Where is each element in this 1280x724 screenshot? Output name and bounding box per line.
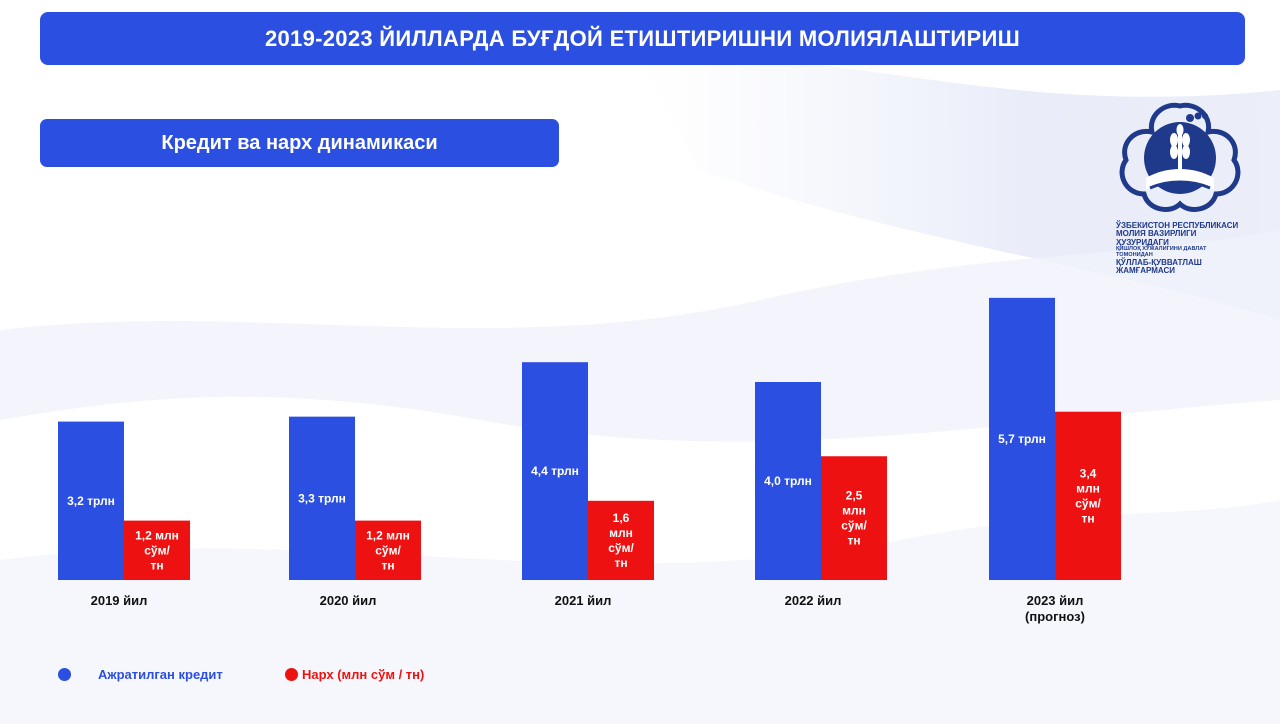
page-title: 2019-2023 ЙИЛЛАРДА БУҒДОЙ ЕТИШТИРИШНИ МО… — [40, 12, 1245, 65]
logo-line-1: ЎЗБЕКИСТОН РЕСПУБЛИКАСИ — [1116, 221, 1239, 230]
legend-label-credit: Ажратилган кредит — [98, 667, 223, 682]
emblem-icon — [1119, 102, 1241, 212]
logo-line-4: ҚЎЛЛАБ-ҚУВВАТЛАШ ЖАМҒАРМАСИ — [1116, 257, 1202, 276]
bar-price-3 — [821, 456, 887, 580]
fund-logo: ЎЗБЕКИСТОН РЕСПУБЛИКАСИ МОЛИЯ ВАЗИРЛИГИ … — [1110, 98, 1250, 278]
legend-item-credit: Ажратилган кредит — [58, 667, 223, 682]
legend-dot-credit — [58, 668, 71, 681]
data-label-price-2: 1,6 млн сўм/тн — [608, 511, 634, 570]
fund-name: ЎЗБЕКИСТОН РЕСПУБЛИКАСИ МОЛИЯ ВАЗИРЛИГИ … — [1116, 221, 1244, 276]
x-tick-label-1: 2020 йил — [320, 593, 377, 608]
x-tick-label-2: 2021 йил — [555, 593, 612, 608]
logo-line-2: МОЛИЯ ВАЗИРЛИГИ ҲУЗУРИДАГИ — [1116, 229, 1197, 247]
section-subtitle: Кредит ва нарх динамикаси — [40, 119, 559, 167]
bar-credit-1 — [289, 416, 355, 580]
data-label-credit-4: 5,7 трлн — [998, 432, 1046, 446]
bar-price-4 — [1055, 411, 1121, 580]
data-label-price-3: 2,5 млн сўм/тн — [841, 489, 867, 548]
bar-credit-0 — [58, 421, 124, 580]
bar-price-0 — [124, 520, 190, 580]
legend-dot-price — [285, 668, 298, 681]
data-label-price-0: 1,2 млн сўм/тн — [135, 528, 179, 572]
bar-credit-4 — [989, 297, 1055, 580]
data-label-credit-2: 4,4 трлн — [531, 464, 579, 478]
bar-price-1 — [355, 520, 421, 580]
legend-label-price: Нарх (млн сўм / тн) — [302, 667, 425, 682]
data-label-credit-3: 4,0 трлн — [764, 474, 812, 488]
bar-credit-2 — [522, 362, 588, 580]
bar-credit-3 — [755, 382, 821, 580]
x-tick-label-4: 2023 йил (прогноз) — [1025, 593, 1085, 624]
bar-price-2 — [588, 500, 654, 580]
x-tick-label-3: 2022 йил — [785, 593, 842, 608]
legend-item-price: Нарх (млн сўм / тн) — [285, 667, 424, 682]
data-label-price-1: 1,2 млн сўм/тн — [366, 528, 410, 572]
data-label-credit-1: 3,3 трлн — [298, 491, 346, 505]
data-label-credit-0: 3,2 трлн — [67, 494, 115, 508]
x-tick-label-0: 2019 йил — [91, 593, 148, 608]
data-label-price-4: 3,4 млн сўм/тн — [1075, 466, 1101, 525]
logo-line-3: ҚИШЛОҚ ХЎЖАЛИГИНИ ДАВЛАТ ТОМОНИДАН — [1116, 246, 1207, 259]
